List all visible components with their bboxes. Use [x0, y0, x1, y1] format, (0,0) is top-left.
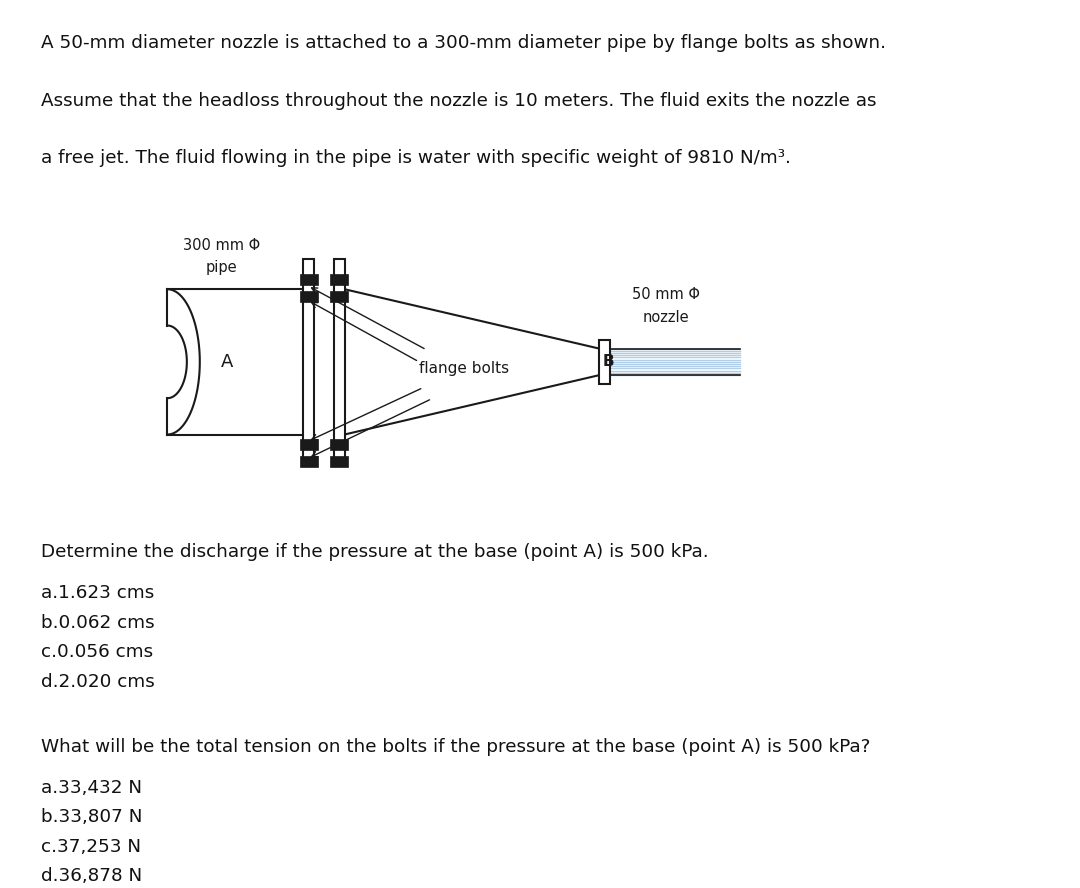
Text: Assume that the headloss throughout the nozzle is 10 meters. The fluid exits the: Assume that the headloss throughout the …: [41, 91, 877, 109]
Bar: [599, 340, 610, 384]
Text: nozzle: nozzle: [643, 310, 689, 325]
Bar: [334, 259, 345, 464]
Text: A 50-mm diameter nozzle is attached to a 300-mm diameter pipe by flange bolts as: A 50-mm diameter nozzle is attached to a…: [41, 35, 886, 52]
Text: b.0.062 cms: b.0.062 cms: [41, 614, 154, 631]
Bar: [300, 439, 318, 450]
Text: d.2.020 cms: d.2.020 cms: [41, 673, 154, 691]
Text: 300 mm Φ: 300 mm Φ: [183, 238, 260, 253]
Text: c.0.056 cms: c.0.056 cms: [41, 643, 153, 662]
Bar: [300, 274, 318, 285]
Text: a free jet. The fluid flowing in the pipe is water with specific weight of 9810 : a free jet. The fluid flowing in the pip…: [41, 149, 791, 167]
Text: B: B: [603, 354, 613, 369]
Text: 50 mm Φ: 50 mm Φ: [632, 287, 700, 302]
Text: Determine the discharge if the pressure at the base (point A) is 500 kPa.: Determine the discharge if the pressure …: [41, 543, 708, 561]
Bar: [330, 291, 348, 302]
Bar: [330, 274, 348, 285]
Text: pipe: pipe: [205, 259, 238, 274]
Bar: [330, 456, 348, 467]
Text: b.33,807 N: b.33,807 N: [41, 808, 143, 826]
Bar: [330, 439, 348, 450]
Text: a.1.623 cms: a.1.623 cms: [41, 584, 154, 602]
Text: c.37,253 N: c.37,253 N: [41, 837, 141, 855]
Text: a.33,432 N: a.33,432 N: [41, 779, 143, 797]
Text: What will be the total tension on the bolts if the pressure at the base (point A: What will be the total tension on the bo…: [41, 738, 870, 756]
Bar: [300, 456, 318, 467]
Bar: [303, 259, 314, 464]
Bar: [300, 291, 318, 302]
Text: d.36,878 N: d.36,878 N: [41, 867, 143, 885]
Text: A: A: [220, 353, 233, 371]
Text: flange bolts: flange bolts: [419, 361, 510, 377]
